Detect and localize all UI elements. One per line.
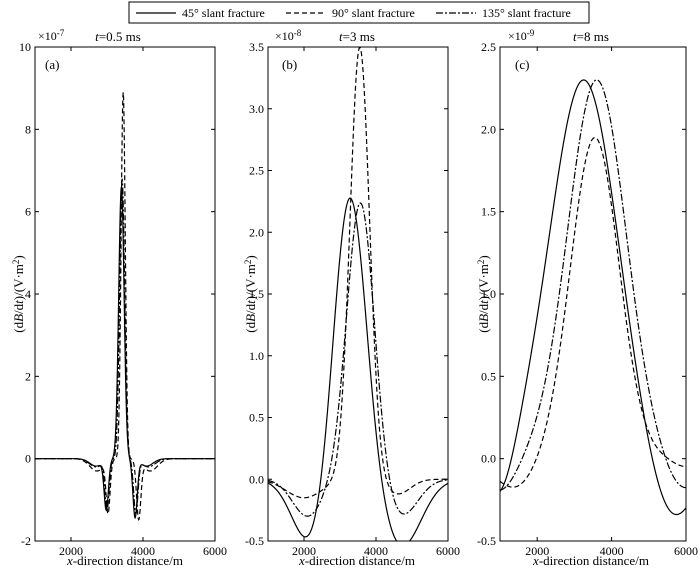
panel-b-ylabel-part: (d bbox=[243, 321, 258, 332]
panel-a-ytick-label: 8 bbox=[25, 122, 31, 136]
panel-c-ylabel-part: t bbox=[476, 300, 491, 304]
panel-a-ylabel-part: B bbox=[11, 314, 26, 322]
panel-c-series-90 bbox=[500, 136, 686, 488]
panel-a-ytick-label: -2 bbox=[21, 534, 31, 548]
panel-b-ytick-label: 2.0 bbox=[249, 225, 264, 239]
panel-c-series-135 bbox=[500, 79, 686, 491]
panel-c-ytick-label: 0.5 bbox=[481, 369, 496, 383]
legend-label-90: 90° slant fracture bbox=[332, 6, 415, 20]
panel-c-label: (c) bbox=[515, 57, 529, 72]
panel-c-ylabel-part: ) bbox=[476, 255, 491, 259]
panel-b-ylabel-part: ) bbox=[243, 255, 258, 259]
panel-a-series-135 bbox=[35, 178, 215, 516]
panel-c-ytick-label: 1.0 bbox=[481, 287, 496, 301]
panel-c-ylabel: (dB/dt)/(V·m2) bbox=[476, 255, 491, 333]
panel-a-ylabel-part: 2 bbox=[11, 260, 21, 265]
panel-b-series-90 bbox=[268, 47, 448, 499]
panel-b-ylabel-part: 2 bbox=[243, 260, 253, 265]
panel-b-time-title: t=3 ms bbox=[339, 29, 375, 44]
panel-b-xtick-label: 2000 bbox=[292, 544, 316, 558]
panel-b-ytick-label: 3.0 bbox=[249, 102, 264, 116]
panel-a-xtick-label: 6000 bbox=[203, 544, 227, 558]
panel-b-xtick-label: 4000 bbox=[364, 544, 388, 558]
panel-c-xtick-label: 2000 bbox=[525, 544, 549, 558]
panel-b-ylabel-part: B bbox=[243, 314, 258, 322]
panel-a-ytick-label: 6 bbox=[25, 205, 31, 219]
panel-b-ytick-label: 3.5 bbox=[249, 40, 264, 54]
panel-b-ytick-label: 1.0 bbox=[249, 349, 264, 363]
panel-a-ylabel: (dB/dt)/(V·m2) bbox=[11, 255, 26, 333]
panel-b-ytick-label: 2.5 bbox=[249, 164, 264, 178]
panel-a: ×10-7 t=0.5 ms (a) (dB/dt)/(V·m2) x-dire… bbox=[11, 28, 227, 568]
panel-a-ylabel-part: (d bbox=[11, 321, 26, 332]
panel-b-ylabel-part: t bbox=[243, 300, 258, 304]
panel-b-series-45 bbox=[268, 197, 448, 541]
legend: 45° slant fracture 90° slant fracture 13… bbox=[128, 1, 590, 24]
panel-a-ylabel-part: )/(V·m bbox=[11, 264, 26, 300]
panel-b-ylabel: (dB/dt)/(V·m2) bbox=[243, 255, 258, 333]
panel-c-ylabel-part: 2 bbox=[476, 260, 486, 265]
panel-b-label: (b) bbox=[282, 57, 297, 72]
panel-b-xlabel: x-direction distance/m bbox=[298, 553, 415, 568]
panel-a-label: (a) bbox=[45, 57, 59, 72]
panel-a-xtick-label: 2000 bbox=[59, 544, 83, 558]
panel-c-ytick-label: -0.5 bbox=[477, 534, 496, 548]
panel-c-ytick-label: 0.0 bbox=[481, 452, 496, 466]
panel-b-ytick-label: -0.5 bbox=[245, 534, 264, 548]
panel-b-ytick-label: 0.5 bbox=[249, 411, 264, 425]
panel-a-ylabel-part: t bbox=[11, 300, 26, 304]
panel-b: t=3 ms ×10-8 (b) (dB/dt)/(V·m2) x-direct… bbox=[243, 28, 460, 568]
panel-c: t=8 ms ×10-9 (c) (dB/dt)/(V·m2) x-direct… bbox=[476, 28, 698, 568]
panel-a-multiplier: ×10-7 bbox=[38, 28, 65, 43]
panel-b-ytick-label: 1.5 bbox=[249, 287, 264, 301]
panel-c-xtick-label: 6000 bbox=[674, 544, 698, 558]
panel-a-ytick-label: 10 bbox=[19, 40, 31, 54]
panel-a-xlabel: x-direction distance/m bbox=[66, 553, 183, 568]
panel-c-ylabel-part: B bbox=[476, 314, 491, 322]
panel-a-ytick-label: 4 bbox=[25, 287, 31, 301]
panel-c-ylabel-text: (dB/dt)/(V·m2) bbox=[476, 255, 491, 333]
panel-c-ylabel-part: /d bbox=[476, 303, 491, 314]
panel-a-time-title: t=0.5 ms bbox=[95, 29, 141, 44]
panel-c-xlabel: x-direction distance/m bbox=[532, 553, 649, 568]
legend-label-45: 45° slant fracture bbox=[182, 6, 265, 20]
panel-b-ylabel-part: /d bbox=[243, 303, 258, 314]
panel-c-ytick-label: 2.0 bbox=[481, 122, 496, 136]
panel-a-ytick-label: 2 bbox=[25, 369, 31, 383]
panel-b-ylabel-part: )/(V·m bbox=[243, 264, 258, 300]
legend-label-135: 135° slant fracture bbox=[482, 6, 571, 20]
panel-c-time-title: t=8 ms bbox=[573, 29, 609, 44]
panel-a-xtick-label: 4000 bbox=[131, 544, 155, 558]
panel-b-multiplier: ×10-8 bbox=[275, 28, 302, 43]
panel-c-xtick-label: 4000 bbox=[600, 544, 624, 558]
panel-c-ytick-label: 2.5 bbox=[481, 40, 496, 54]
panel-c-series-45 bbox=[500, 79, 686, 516]
panel-c-ytick-label: 1.5 bbox=[481, 205, 496, 219]
legend-box bbox=[128, 1, 590, 24]
panel-b-ytick-label: 0.0 bbox=[249, 472, 264, 486]
panel-a-ylabel-part: /d bbox=[11, 303, 26, 314]
panel-b-xtick-label: 6000 bbox=[436, 544, 460, 558]
panel-b-ylabel-text: (dB/dt)/(V·m2) bbox=[243, 255, 258, 333]
panel-a-ylabel-part: ) bbox=[11, 255, 26, 259]
panel-c-ylabel-part: (d bbox=[476, 321, 491, 332]
panel-a-ytick-label: 0 bbox=[25, 452, 31, 466]
panel-b-series-135 bbox=[268, 202, 448, 517]
panel-c-multiplier: ×10-9 bbox=[508, 28, 535, 43]
panel-c-ylabel-part: )/(V·m bbox=[476, 264, 491, 300]
panel-a-ylabel-text: (dB/dt)/(V·m2) bbox=[11, 255, 26, 333]
